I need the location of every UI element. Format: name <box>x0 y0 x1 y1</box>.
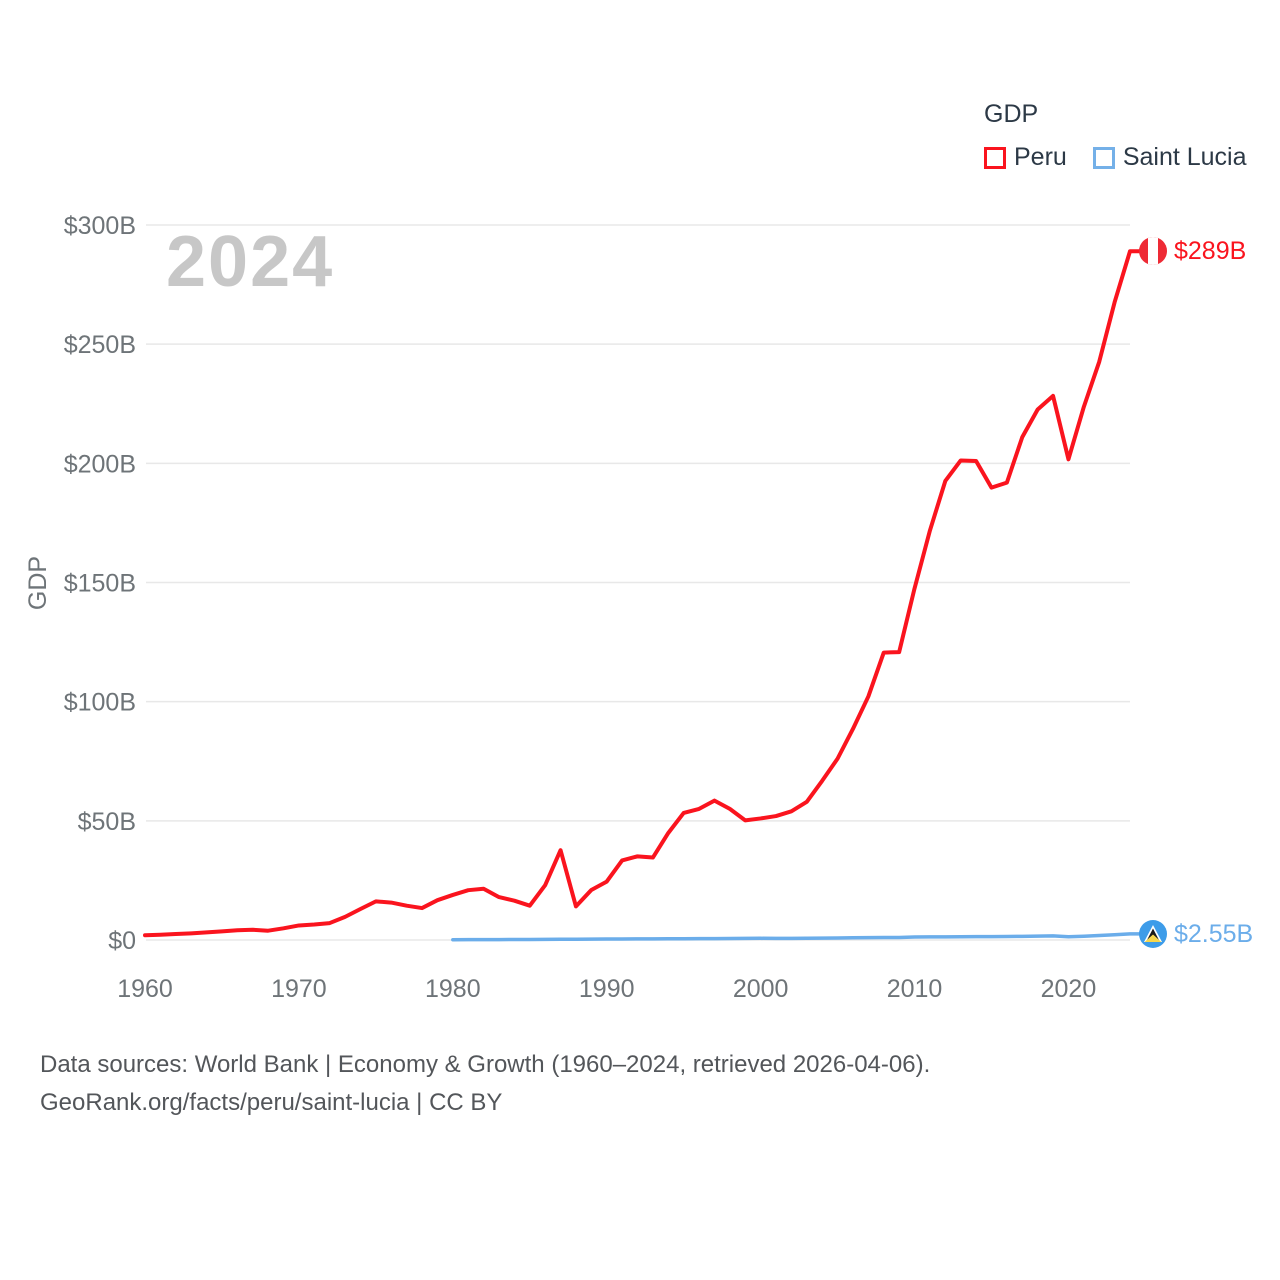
legend-item-saint-lucia[interactable]: Saint Lucia <box>1092 143 1247 172</box>
y-axis-title: GDP <box>24 556 52 610</box>
y-tick-label: $50B <box>78 808 136 836</box>
legend-item-label: Peru <box>1014 143 1067 171</box>
legend-title: GDP <box>984 100 1039 128</box>
peru-line[interactable] <box>143 249 1143 938</box>
saint-lucia-end-value-label: $2.55B <box>1174 919 1254 948</box>
y-tick-label: $250B <box>64 331 136 359</box>
footer: Data sources: World Bank | Economy & Gro… <box>40 1046 930 1122</box>
y-tick-label: $0 <box>108 927 136 955</box>
peru-flag-icon <box>1139 237 1167 266</box>
x-tick-label: 2000 <box>733 975 789 1003</box>
x-tick-label: 2020 <box>1041 975 1097 1003</box>
legend-swatch-icon <box>984 146 1006 169</box>
y-tick-label: $100B <box>64 689 136 717</box>
legend-item-label: Saint Lucia <box>1122 143 1247 171</box>
y-tick-label: $300B <box>64 212 136 240</box>
x-tick-label: 1960 <box>117 975 173 1003</box>
legend-item-peru[interactable]: Peru <box>984 143 1067 172</box>
year-watermark: 2024 <box>166 222 335 302</box>
y-tick-label: $150B <box>64 570 136 598</box>
x-tick-label: 1980 <box>425 975 481 1003</box>
legend: GDP Peru Saint Lucia <box>984 100 1247 172</box>
x-tick-label: 2010 <box>887 975 943 1003</box>
footer-attribution: GeoRank.org/facts/peru/saint-lucia | CC … <box>40 1089 503 1116</box>
footer-data-sources: Data sources: World Bank | Economy & Gro… <box>40 1051 931 1078</box>
legend-swatch-icon <box>1092 146 1115 169</box>
legend-items: Peru Saint Lucia <box>984 143 1247 172</box>
saint-lucia-line[interactable] <box>451 932 1143 942</box>
y-tick-label: $200B <box>64 450 136 478</box>
x-tick-label: 1970 <box>271 975 327 1003</box>
peru-end-value-label: $289B <box>1174 237 1247 266</box>
x-tick-label: 1990 <box>579 975 635 1003</box>
saint-lucia-flag-icon <box>1139 919 1167 948</box>
